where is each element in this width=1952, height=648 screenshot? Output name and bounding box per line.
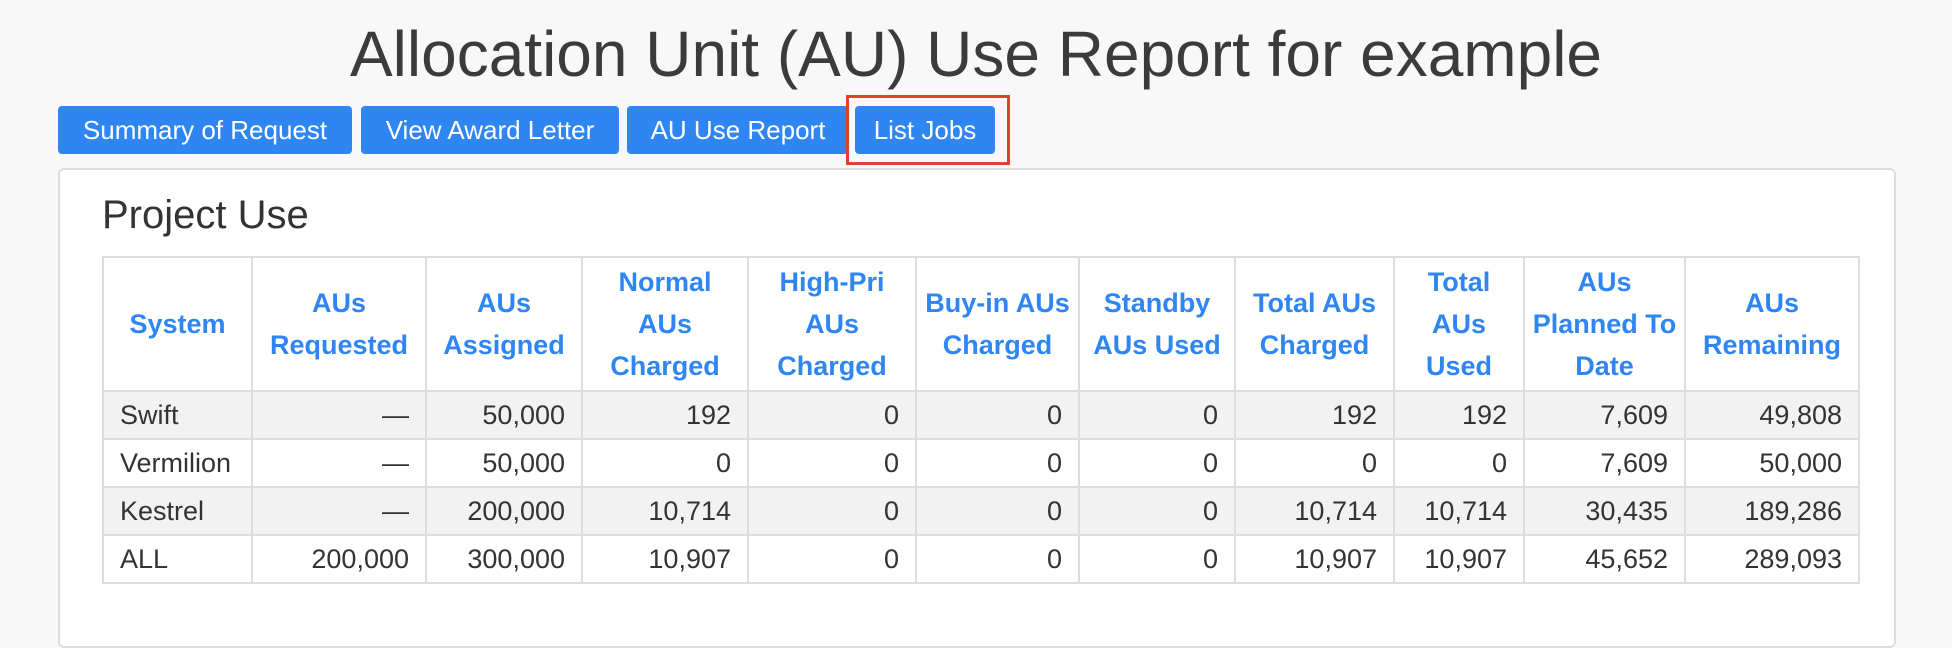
table-cell: Swift <box>102 390 253 440</box>
column-header[interactable]: High-Pri AUs Charged <box>747 256 917 392</box>
table-row: Vermilion — 50,000 0 0 0 0 0 0 7,609 50,… <box>102 438 1860 488</box>
table-cell: 200,000 <box>425 486 583 536</box>
table-cell: 10,907 <box>1393 534 1525 584</box>
column-header[interactable]: Normal AUs Charged <box>581 256 749 392</box>
column-header[interactable]: Total AUs Used <box>1393 256 1525 392</box>
column-header[interactable]: AUs Remaining <box>1684 256 1860 392</box>
au-use-report-button[interactable]: AU Use Report <box>627 106 849 154</box>
table-cell: 0 <box>915 534 1080 584</box>
column-header[interactable]: AUs Requested <box>251 256 427 392</box>
table-cell: — <box>251 390 427 440</box>
project-use-table: System AUs Requested AUs Assigned Normal… <box>102 256 1860 584</box>
column-header[interactable]: Total AUs Charged <box>1234 256 1395 392</box>
table-cell: — <box>251 438 427 488</box>
table-cell: 0 <box>1234 438 1395 488</box>
table-cell: 0 <box>1078 486 1236 536</box>
table-cell: 0 <box>747 534 917 584</box>
table-cell: 0 <box>747 390 917 440</box>
table-cell: 7,609 <box>1523 438 1686 488</box>
table-cell: 0 <box>1078 390 1236 440</box>
page-title: Allocation Unit (AU) Use Report for exam… <box>349 18 1603 90</box>
table-cell: 10,907 <box>581 534 749 584</box>
table-cell: 0 <box>1078 438 1236 488</box>
table-cell: 0 <box>747 486 917 536</box>
table-cell: ALL <box>102 534 253 584</box>
column-header[interactable]: AUs Assigned <box>425 256 583 392</box>
list-jobs-button[interactable]: List Jobs <box>855 106 995 154</box>
table-cell: 189,286 <box>1684 486 1860 536</box>
table-cell: 0 <box>1078 534 1236 584</box>
table-cell: 192 <box>1234 390 1395 440</box>
table-cell: 45,652 <box>1523 534 1686 584</box>
column-header[interactable]: System <box>102 256 253 392</box>
table-row: ALL 200,000 300,000 10,907 0 0 0 10,907 … <box>102 534 1860 584</box>
table-cell: 50,000 <box>425 438 583 488</box>
column-header[interactable]: AUs Planned To Date <box>1523 256 1686 392</box>
column-header[interactable]: Standby AUs Used <box>1078 256 1236 392</box>
table-cell: 30,435 <box>1523 486 1686 536</box>
table-cell: — <box>251 486 427 536</box>
table-cell: 10,714 <box>1234 486 1395 536</box>
column-header[interactable]: Buy-in AUs Charged <box>915 256 1080 392</box>
table-cell: 192 <box>581 390 749 440</box>
table-cell: 0 <box>915 438 1080 488</box>
project-use-panel: Project Use System AUs Requested AUs Ass… <box>58 168 1896 648</box>
table-cell: 0 <box>581 438 749 488</box>
table-cell: 0 <box>915 390 1080 440</box>
table-cell: 0 <box>747 438 917 488</box>
table-row: Kestrel — 200,000 10,714 0 0 0 10,714 10… <box>102 486 1860 536</box>
view-award-letter-button[interactable]: View Award Letter <box>361 106 619 154</box>
table-header-row: System AUs Requested AUs Assigned Normal… <box>102 256 1860 392</box>
table-cell: 192 <box>1393 390 1525 440</box>
table-cell: 0 <box>915 486 1080 536</box>
table-cell: 10,714 <box>1393 486 1525 536</box>
table-cell: 50,000 <box>1684 438 1860 488</box>
table-cell: 300,000 <box>425 534 583 584</box>
summary-of-request-button[interactable]: Summary of Request <box>58 106 352 154</box>
table-cell: 289,093 <box>1684 534 1860 584</box>
table-row: Swift — 50,000 192 0 0 0 192 192 7,609 4… <box>102 390 1860 440</box>
panel-title: Project Use <box>102 193 309 237</box>
table-cell: 10,907 <box>1234 534 1395 584</box>
table-cell: 7,609 <box>1523 390 1686 440</box>
table-cell: 10,714 <box>581 486 749 536</box>
table-cell: Vermilion <box>102 438 253 488</box>
table-cell: 49,808 <box>1684 390 1860 440</box>
table-cell: 50,000 <box>425 390 583 440</box>
table-cell: 0 <box>1393 438 1525 488</box>
table-cell: Kestrel <box>102 486 253 536</box>
table-cell: 200,000 <box>251 534 427 584</box>
